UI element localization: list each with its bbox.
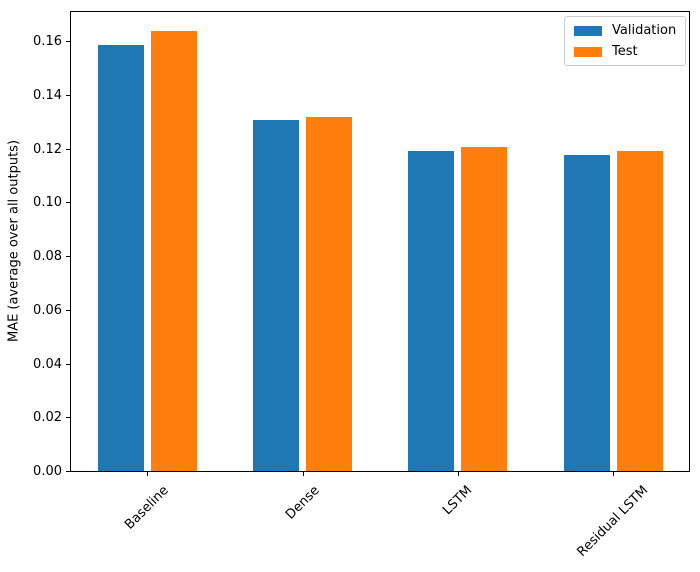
y-tick-mark (66, 363, 70, 365)
bar-validation-dense (253, 120, 300, 471)
legend-label: Test (612, 44, 638, 59)
y-tick-mark (66, 202, 70, 204)
legend-swatch-test (574, 46, 602, 57)
y-tick-label: 0.14 (33, 87, 62, 103)
y-tick-mark (66, 417, 70, 419)
y-tick-label: 0.06 (33, 302, 62, 318)
y-tick-label: 0.16 (33, 34, 62, 50)
x-tick-mark (303, 472, 304, 476)
bar-validation-baseline (97, 45, 144, 471)
y-tick-mark (66, 94, 70, 96)
bar-validation-residual-lstm (563, 155, 610, 471)
y-tick-label: 0.04 (33, 356, 62, 372)
bar-test-dense (306, 117, 353, 471)
y-tick-label: 0.12 (33, 141, 62, 157)
x-tick-label-dense: Dense (282, 483, 323, 523)
bar-test-baseline (150, 31, 197, 471)
x-tick-label-baseline: Baseline (122, 483, 173, 533)
legend-swatch-validation (574, 25, 602, 36)
legend-label: Validation (612, 23, 677, 38)
y-tick-label: 0.08 (33, 249, 62, 265)
y-tick-label: 0.10 (33, 195, 62, 211)
legend-item-validation: Validation (574, 23, 676, 38)
y-tick-mark (66, 309, 70, 311)
y-tick-mark (66, 471, 70, 472)
bar-test-lstm (461, 147, 508, 471)
plot-area (70, 11, 690, 472)
x-tick-mark (613, 472, 614, 476)
y-tick-label: 0.00 (33, 464, 62, 479)
y-tick-mark (66, 41, 70, 43)
legend-item-test: Test (574, 44, 676, 59)
bar-test-residual-lstm (616, 151, 663, 471)
legend: Validation Test (564, 16, 687, 66)
y-tick-mark (66, 256, 70, 258)
y-tick-mark (66, 148, 70, 150)
y-tick-label: 0.02 (33, 410, 62, 426)
x-tick-label-residual-lstm: Residual LSTM (574, 483, 652, 560)
x-tick-mark (147, 472, 148, 476)
x-tick-mark (458, 472, 459, 476)
bar-validation-lstm (408, 151, 455, 471)
x-tick-label-lstm: LSTM (440, 483, 476, 519)
